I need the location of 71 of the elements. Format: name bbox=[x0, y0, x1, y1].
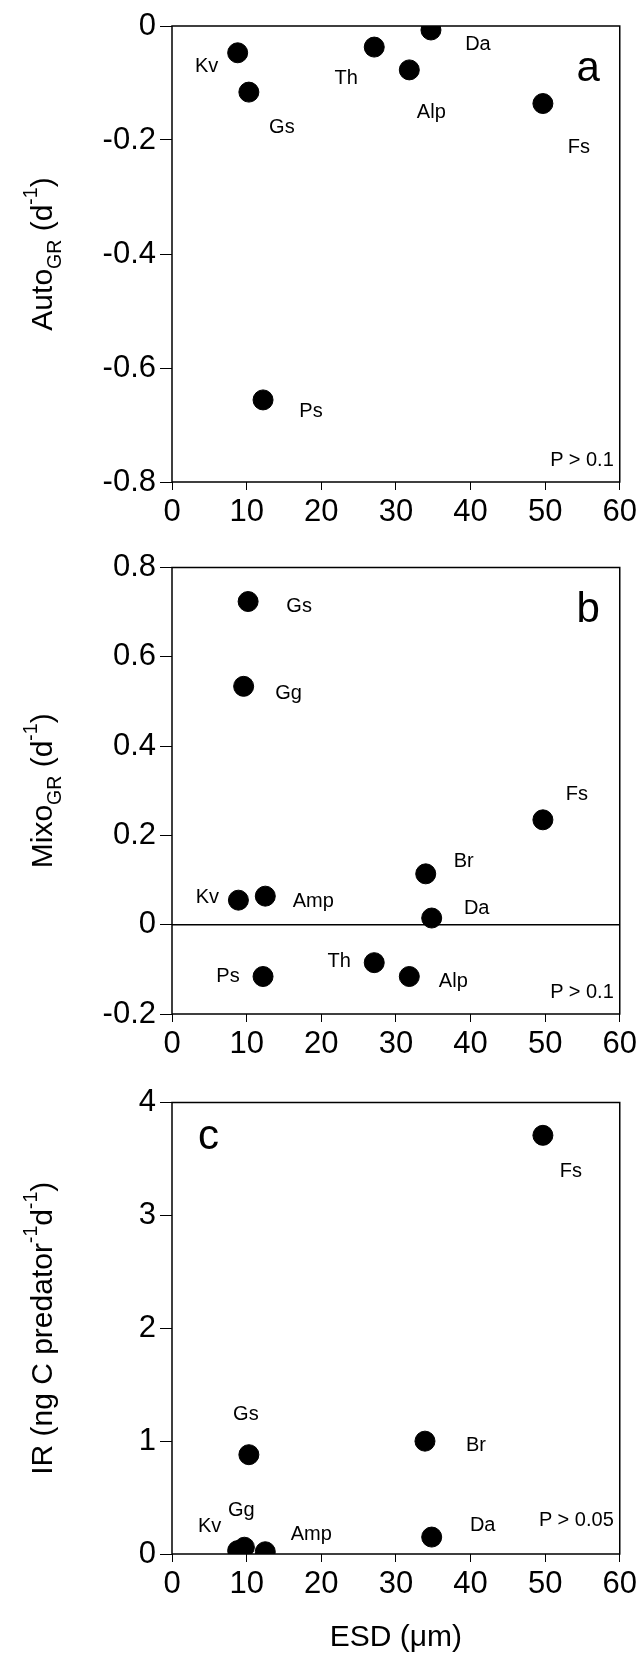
x-tick-label: 60 bbox=[602, 1025, 637, 1061]
y-tick-label: 0.2 bbox=[112, 815, 156, 851]
x-tick-label: 10 bbox=[229, 493, 264, 529]
data-label: Da bbox=[465, 31, 492, 54]
data-label: Da bbox=[469, 1512, 497, 1535]
data-label: Fs bbox=[565, 782, 588, 805]
y-axis-title: MixoGR (d-1) bbox=[19, 713, 66, 869]
x-tick-label: 30 bbox=[378, 1565, 414, 1601]
x-axis-title: ESD (μm) bbox=[329, 1619, 463, 1653]
data-label: Kv bbox=[198, 1514, 222, 1537]
data-label: Alp bbox=[416, 100, 446, 123]
x-tick-label: 40 bbox=[453, 1565, 488, 1601]
data-label: Ps bbox=[299, 399, 323, 422]
annotation: P > 0.1 bbox=[550, 448, 614, 470]
y-tick-label: -0.2 bbox=[102, 120, 156, 156]
x-tick-label: 10 bbox=[229, 1565, 264, 1601]
data-label: Br bbox=[453, 849, 475, 872]
data-label: Br bbox=[465, 1432, 487, 1455]
x-tick-label: 10 bbox=[229, 1025, 264, 1061]
data-label: Gg bbox=[228, 1497, 255, 1520]
annotation: b bbox=[576, 584, 600, 632]
y-tick-label: 0 bbox=[138, 1534, 156, 1570]
x-tick-label: 50 bbox=[527, 1025, 563, 1061]
data-label: Alp bbox=[438, 969, 468, 992]
x-tick-label: 40 bbox=[453, 1025, 488, 1061]
annotation: c bbox=[198, 1111, 219, 1159]
data-label: Gs bbox=[269, 114, 295, 137]
data-label: Da bbox=[463, 895, 491, 918]
data-label: Kv bbox=[195, 54, 219, 77]
y-tick-label: -0.4 bbox=[102, 234, 156, 270]
x-tick-label: 50 bbox=[527, 1565, 563, 1601]
data-label: Fs bbox=[559, 1158, 582, 1181]
y-tick-label: -0.2 bbox=[102, 994, 156, 1030]
x-tick-label: 30 bbox=[378, 1025, 414, 1061]
data-label: Gs bbox=[286, 594, 312, 617]
data-label: Amp bbox=[290, 1522, 332, 1545]
y-tick-label: 1 bbox=[138, 1421, 156, 1457]
x-tick-label: 0 bbox=[163, 1565, 181, 1601]
y-tick-label: 0 bbox=[138, 905, 156, 941]
x-tick-label: 40 bbox=[453, 493, 488, 529]
x-tick-label: 20 bbox=[304, 1565, 339, 1601]
data-label: Ps bbox=[216, 964, 240, 987]
y-tick-label: 0.8 bbox=[112, 548, 156, 584]
y-tick-label: -0.8 bbox=[102, 462, 156, 498]
y-tick-label: 0 bbox=[138, 6, 156, 42]
x-tick-label: 60 bbox=[602, 493, 637, 529]
x-tick-label: 20 bbox=[304, 493, 339, 529]
data-label: Fs bbox=[567, 135, 590, 158]
x-tick-label: 20 bbox=[304, 1025, 339, 1061]
data-label: Gg bbox=[275, 680, 302, 703]
data-label: Kv bbox=[195, 884, 220, 907]
annotation: P > 0.1 bbox=[550, 980, 614, 1002]
annotation: a bbox=[576, 42, 601, 90]
data-label: Amp bbox=[292, 888, 334, 911]
y-tick-label: 0.6 bbox=[112, 637, 156, 673]
data-label: Gs bbox=[233, 1402, 259, 1425]
annotation: P > 0.05 bbox=[539, 1508, 614, 1530]
x-tick-label: 0 bbox=[163, 1025, 181, 1061]
x-tick-label: 0 bbox=[163, 493, 181, 529]
data-label: Th bbox=[327, 949, 351, 972]
y-tick-label: 4 bbox=[138, 1083, 156, 1119]
y-tick-label: 3 bbox=[138, 1196, 156, 1231]
x-tick-label: 60 bbox=[602, 1565, 637, 1601]
y-tick-label: 0.4 bbox=[112, 726, 156, 762]
y-tick-label: -0.6 bbox=[102, 348, 156, 384]
data-label: Th bbox=[334, 65, 358, 88]
y-axis-title: AutoGR (d-1) bbox=[19, 177, 66, 331]
x-tick-label: 30 bbox=[378, 493, 414, 529]
y-tick-label: 2 bbox=[138, 1308, 156, 1344]
y-axis-title: IR (ng C predator-1d-1) bbox=[19, 1181, 59, 1475]
x-tick-label: 50 bbox=[527, 493, 563, 529]
